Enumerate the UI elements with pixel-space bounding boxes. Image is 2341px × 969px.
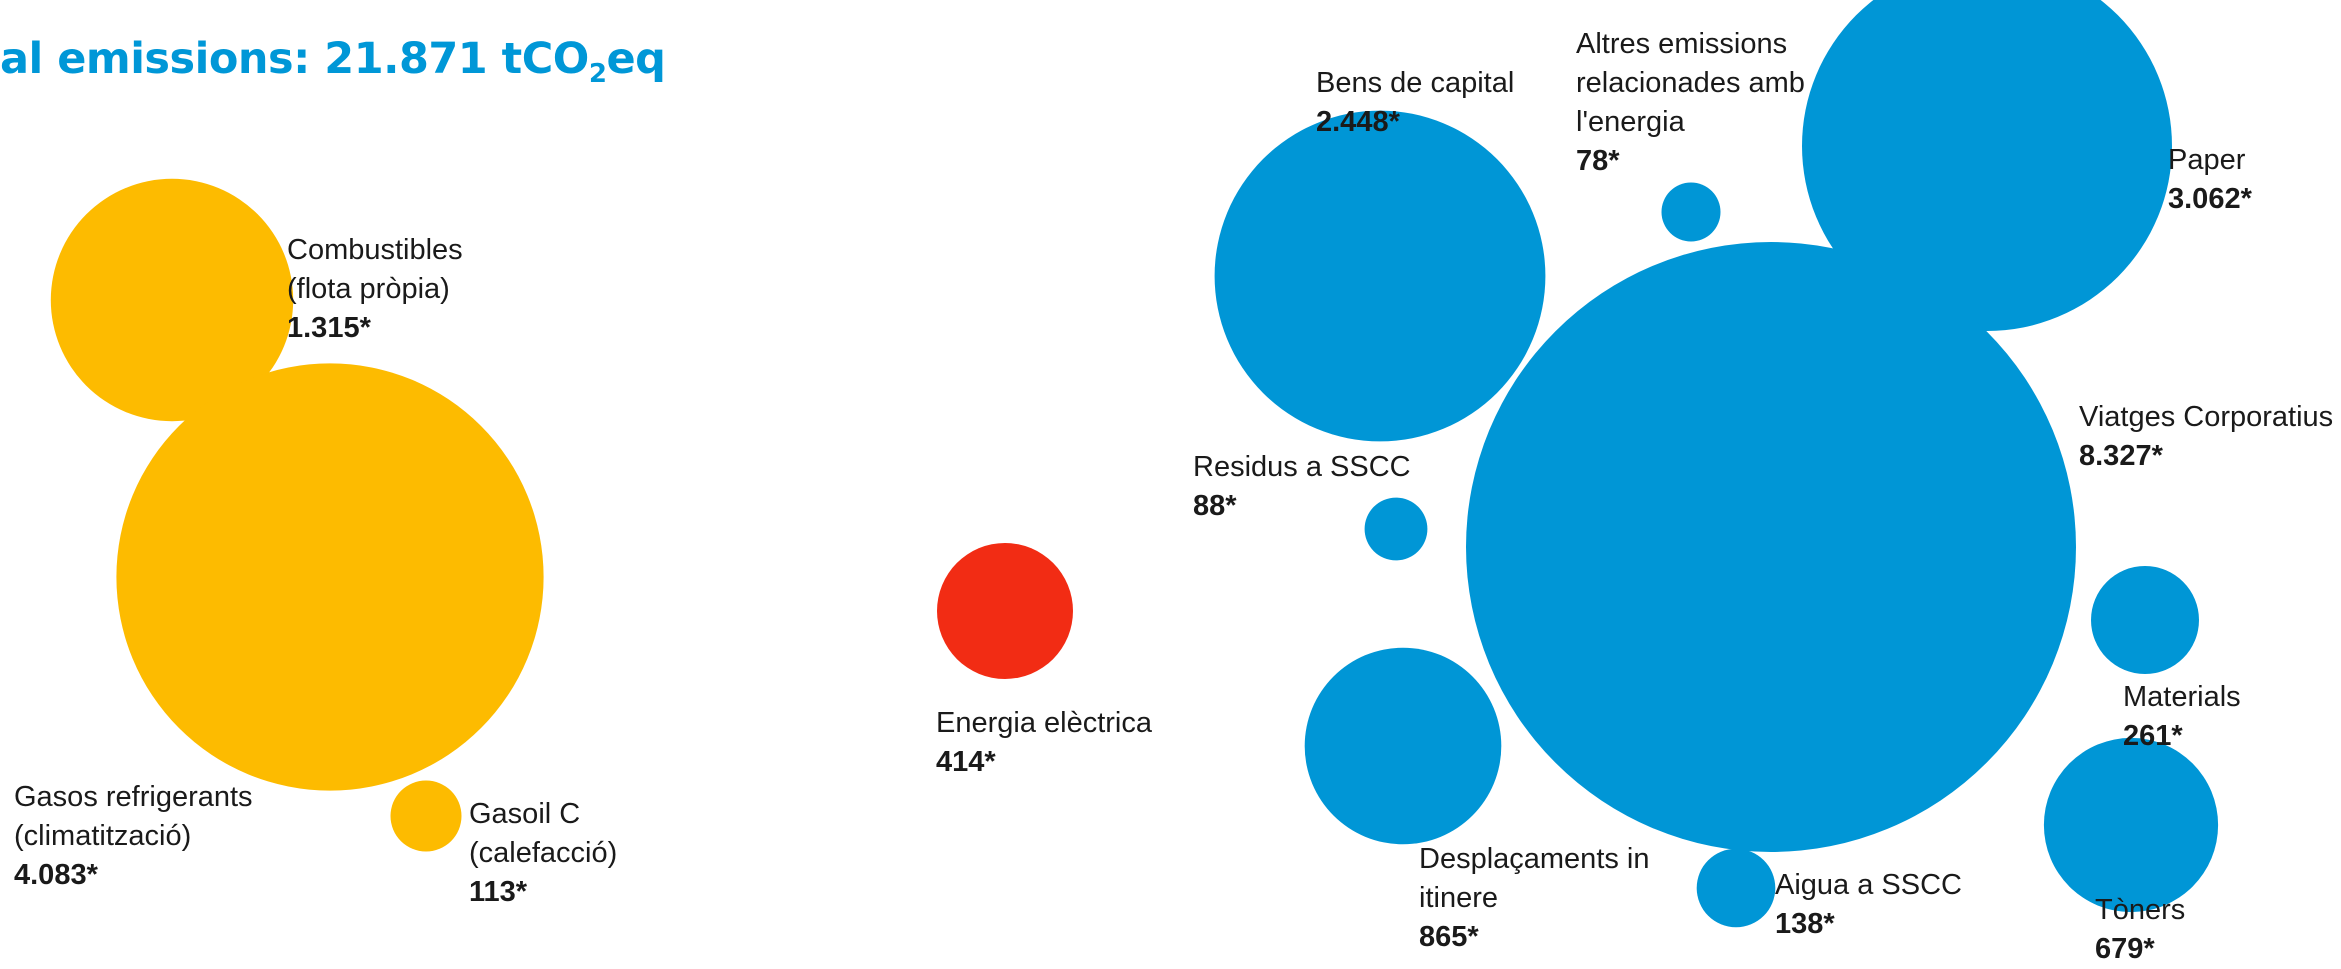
bubble-label-name-line: Altres emissions — [1576, 28, 1788, 60]
bubble-label-name-line: itinere — [1419, 882, 1498, 914]
chart-title-prefix: al emissions: 21.871 tCO — [0, 34, 589, 84]
bubble-value-label: 8.327* — [2079, 440, 2163, 472]
bubble-gasoil — [390, 780, 462, 852]
bubble-label-name-line: Gasoil C — [469, 798, 581, 830]
bubble-value-label: 3.062* — [2168, 183, 2252, 215]
bubble-value-label: 679* — [2095, 933, 2155, 965]
bubble-label-name-line: Tòners — [2095, 894, 2186, 926]
bubble-value-label: 261* — [2123, 720, 2183, 752]
bubble-label-name-line: Bens de capital — [1316, 67, 1515, 99]
bubble-label-name-line: (flota pròpia) — [287, 273, 450, 305]
bubble-value-label: 865* — [1419, 921, 1479, 953]
bubble-label-name-line: Aigua a SSCC — [1775, 869, 1962, 901]
bubble-label-name-line: Desplaçaments in — [1419, 843, 1650, 875]
bubble-combustibles — [50, 178, 294, 422]
bubble-materials — [2091, 566, 2199, 674]
bubble-label-materials: Materials 261* — [2123, 678, 2241, 756]
chart-title-subscript: 2 — [588, 59, 607, 89]
bubble-value-label: 4.083* — [14, 859, 98, 891]
bubble-energia — [937, 543, 1073, 679]
bubble-label-desplacaments: Desplaçaments in itinere 865* — [1419, 840, 1650, 957]
bubble-value-label: 1.315* — [287, 312, 371, 344]
bubble-label-residus: Residus a SSCC 88* — [1193, 448, 1411, 526]
bubble-label-name-line: l'energia — [1576, 106, 1685, 138]
chart-title-suffix: eq — [606, 34, 666, 84]
bubble-label-name-line: relacionades amb — [1576, 67, 1805, 99]
bubble-label-gasoil: Gasoil C (calefacció) 113* — [469, 795, 617, 912]
bubble-label-viatges: Viatges Corporatius 8.327* — [2079, 398, 2333, 476]
bubble-viatges — [1466, 242, 2076, 852]
bubble-label-name-line: Viatges Corporatius — [2079, 401, 2334, 433]
bubble-label-name-line: (climatització) — [14, 820, 192, 852]
bubble-desplacaments — [1304, 647, 1502, 845]
bubble-value-label: 78* — [1576, 145, 1620, 177]
bubble-label-name-line: Paper — [2168, 144, 2246, 176]
bubble-label-energia: Energia elèctrica 414* — [936, 704, 1152, 782]
bubble-label-bens: Bens de capital 2.448* — [1316, 64, 1514, 142]
bubble-label-name-line: Energia elèctrica — [936, 707, 1152, 739]
bubble-value-label: 138* — [1775, 908, 1835, 940]
bubble-bens — [1214, 110, 1546, 442]
bubble-label-name-line: Materials — [2123, 681, 2241, 713]
bubble-label-combustibles: Combustibles (flota pròpia) 1.315* — [287, 231, 463, 348]
bubble-label-name-line: Combustibles — [287, 234, 463, 266]
bubble-label-paper: Paper 3.062* — [2168, 141, 2252, 219]
bubble-label-toners: Tòners 679* — [2095, 891, 2185, 969]
bubble-label-name-line: (calefacció) — [469, 837, 618, 869]
chart-title: al emissions: 21.871 tCO2eq — [0, 34, 666, 89]
bubble-value-label: 88* — [1193, 490, 1237, 522]
bubble-aigua — [1696, 848, 1776, 928]
bubble-toners — [2043, 737, 2219, 913]
bubble-altres — [1661, 182, 1721, 242]
bubble-residus — [1364, 497, 1428, 561]
bubble-label-aigua: Aigua a SSCC 138* — [1775, 866, 1962, 944]
bubble-label-gasos: Gasos refrigerants (climatització) 4.083* — [14, 778, 253, 895]
bubble-value-label: 414* — [936, 746, 996, 778]
bubble-label-name-line: Gasos refrigerants — [14, 781, 253, 813]
bubble-value-label: 2.448* — [1316, 106, 1400, 138]
bubble-paper — [1802, 0, 2172, 331]
bubble-label-name-line: Residus a SSCC — [1193, 451, 1411, 483]
bubble-label-altres: Altres emissions relacionades amb l'energi… — [1576, 25, 1805, 181]
bubble-value-label: 113* — [469, 876, 528, 908]
bubble-gasos — [116, 363, 544, 791]
